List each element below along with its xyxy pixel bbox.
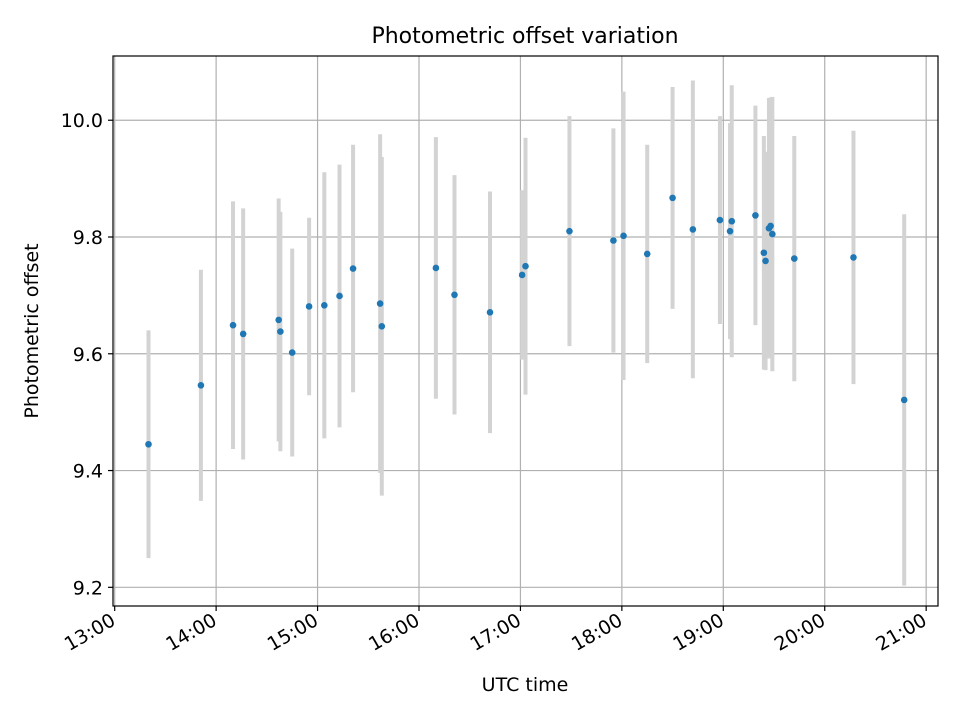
data-point [728,217,736,225]
data-point [716,216,724,224]
data-point [486,309,494,316]
data-point [451,291,458,299]
data-point [762,257,769,265]
data-point [689,226,697,233]
y-axis-label: Photometric offset [21,243,43,418]
chart-title: Photometric offset variation [371,24,678,49]
data-point [791,255,798,262]
data-point [643,250,651,258]
data-point [336,292,343,300]
data-point [305,303,313,310]
data-point [197,381,205,389]
y-tick-label: 9.2 [73,577,103,599]
data-point [376,300,384,307]
data-point [610,237,617,244]
data-point [349,265,357,272]
y-tick-label: 9.8 [73,227,103,249]
data-point [900,396,908,404]
data-point [239,330,247,338]
data-point [229,321,237,329]
data-point [752,212,759,219]
data-point [767,222,774,230]
data-point [669,194,676,202]
data-point [726,227,734,235]
data-point [432,264,440,272]
y-tick-label: 9.4 [73,461,103,483]
data-point [145,440,152,448]
y-axis-ticks: 9.2 9.4 9.6 9.8 10.0 [61,110,113,599]
data-point [769,230,776,238]
y-tick-label: 9.6 [73,344,103,366]
x-axis-label: UTC time [482,674,569,696]
data-point [850,254,857,261]
data-point [321,302,328,309]
data-points [145,194,908,448]
data-point [760,249,768,257]
data-point [522,262,529,270]
data-point [275,316,282,324]
plot-frame [112,55,939,607]
data-point [378,323,386,330]
data-point [288,349,296,356]
y-tick-label: 10.0 [61,110,103,132]
data-point [566,227,573,235]
data-point [620,232,627,240]
data-point [518,271,526,279]
data-point [277,328,284,335]
